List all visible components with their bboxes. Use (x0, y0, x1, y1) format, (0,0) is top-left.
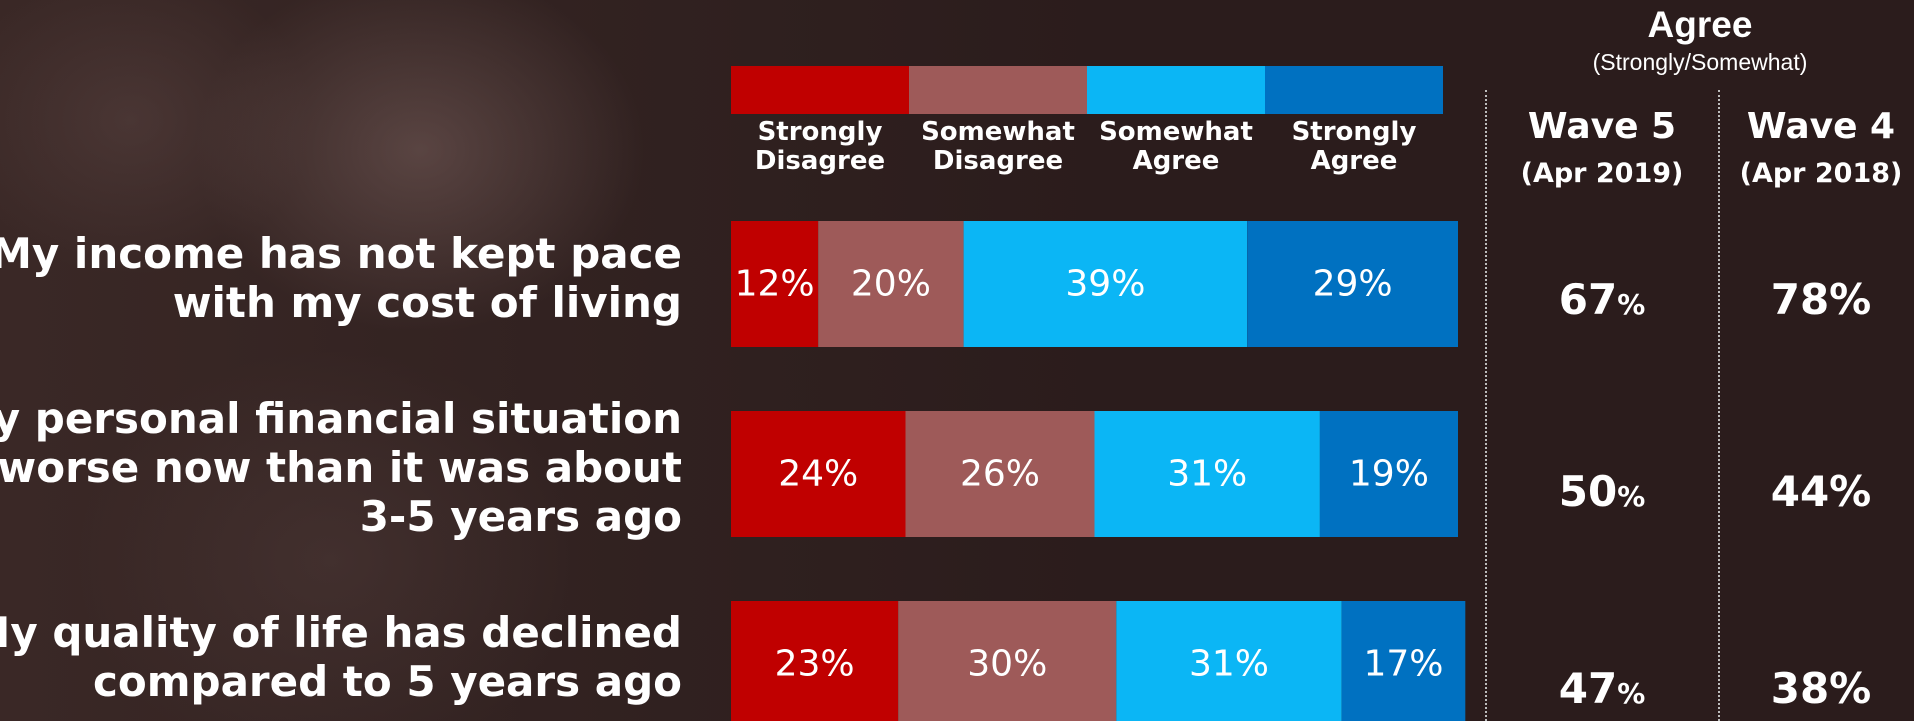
legend-swatch-somewhat-disagree (909, 66, 1087, 114)
legend-label-line: Strongly (1291, 117, 1417, 147)
legend-label-line: Disagree (932, 146, 1064, 176)
bar-data-label: 23% (775, 644, 855, 685)
bar-segment (905, 411, 1095, 537)
legend-swatch-strongly-agree (1265, 66, 1443, 114)
wave-4-header: Wave 4 (1746, 106, 1896, 147)
legend-label-strongly-agree: Strongly Agree (1265, 118, 1443, 176)
legend-label-line: Disagree (754, 146, 886, 176)
bar-data-label: 31% (1189, 644, 1269, 685)
wave-4-value-quality-of-life: 38% (1721, 664, 1914, 713)
row-label-income: My income has not kept pace with my cost… (0, 229, 682, 327)
bar-segment (731, 601, 899, 721)
row-label-line: with my cost of living (172, 278, 682, 327)
legend-label-line: Agree (1132, 146, 1220, 176)
legend-label-line: Agree (1310, 146, 1398, 176)
legend-swatch-strongly-disagree (731, 66, 909, 114)
agree-title: Agree (1647, 4, 1753, 45)
wave-5-value-income: 67% (1502, 275, 1702, 324)
bar-segment (1319, 411, 1458, 537)
legend-label-strongly-disagree: Strongly Disagree (731, 118, 909, 176)
wave-4-date: (Apr 2018) (1739, 158, 1903, 189)
row-label-line: My income has not kept pace (0, 229, 682, 278)
value-number: 78% (1770, 275, 1872, 324)
bar-data-label: 17% (1363, 644, 1443, 685)
bar-data-label: 39% (1065, 264, 1145, 305)
wave-4-value-income: 78% (1721, 275, 1914, 324)
wave-4-value-financial-situation: 44% (1721, 467, 1914, 516)
value-number: 67 (1558, 275, 1618, 324)
bar-data-label: 24% (778, 454, 858, 495)
wave-5-value-financial-situation: 50% (1502, 467, 1702, 516)
value-unit: % (1617, 288, 1646, 321)
legend-label-line: Somewhat (1099, 117, 1253, 147)
row-label-line: My personal financial situation (0, 394, 682, 443)
column-divider-left (1485, 90, 1487, 721)
row-label-quality-of-life: My quality of life has declined compared… (0, 608, 682, 706)
legend-label-somewhat-disagree: Somewhat Disagree (909, 118, 1087, 176)
value-number: 50 (1558, 467, 1618, 516)
wave-5-value-quality-of-life: 47% (1502, 664, 1702, 713)
bar-data-label: 12% (735, 264, 815, 305)
bar-data-label: 20% (851, 264, 931, 305)
bar-data-label: 26% (960, 454, 1040, 495)
bar-data-label: 29% (1313, 264, 1393, 305)
legend-label-somewhat-agree: Somewhat Agree (1087, 118, 1265, 176)
row-label-line: is worse now than it was about (0, 443, 682, 492)
row-label-line: compared to 5 years ago (92, 657, 682, 706)
value-unit: % (1617, 480, 1646, 513)
wave-5-date: (Apr 2019) (1520, 158, 1684, 189)
agree-subtitle: (Strongly/Somewhat) (1592, 49, 1808, 75)
bar-segment (1247, 221, 1458, 347)
value-number: 38% (1770, 664, 1872, 713)
wave-5-header: Wave 5 (1527, 106, 1677, 147)
bar-data-label: 31% (1167, 454, 1247, 495)
bar-segment (963, 221, 1248, 347)
bar-segment (818, 221, 964, 347)
row-label-financial-situation: My personal financial situation is worse… (0, 394, 682, 541)
bar-segment (1116, 601, 1342, 721)
bar-segment (1094, 411, 1320, 537)
value-number: 47 (1558, 664, 1618, 713)
legend-swatch-somewhat-agree (1087, 66, 1265, 114)
bar-segment (1341, 601, 1466, 721)
row-label-line: My quality of life has declined (0, 608, 682, 657)
bar-data-label: 19% (1349, 454, 1429, 495)
value-unit: % (1617, 677, 1646, 710)
legend-label-line: Somewhat (921, 117, 1075, 147)
bar-segment (731, 411, 906, 537)
bar-segment (731, 221, 819, 347)
bar-data-label: 30% (967, 644, 1047, 685)
row-label-line: 3-5 years ago (359, 492, 682, 541)
bar-segment (898, 601, 1117, 721)
column-divider-right (1718, 90, 1720, 721)
legend-label-line: Strongly (757, 117, 883, 147)
value-number: 44% (1770, 467, 1872, 516)
